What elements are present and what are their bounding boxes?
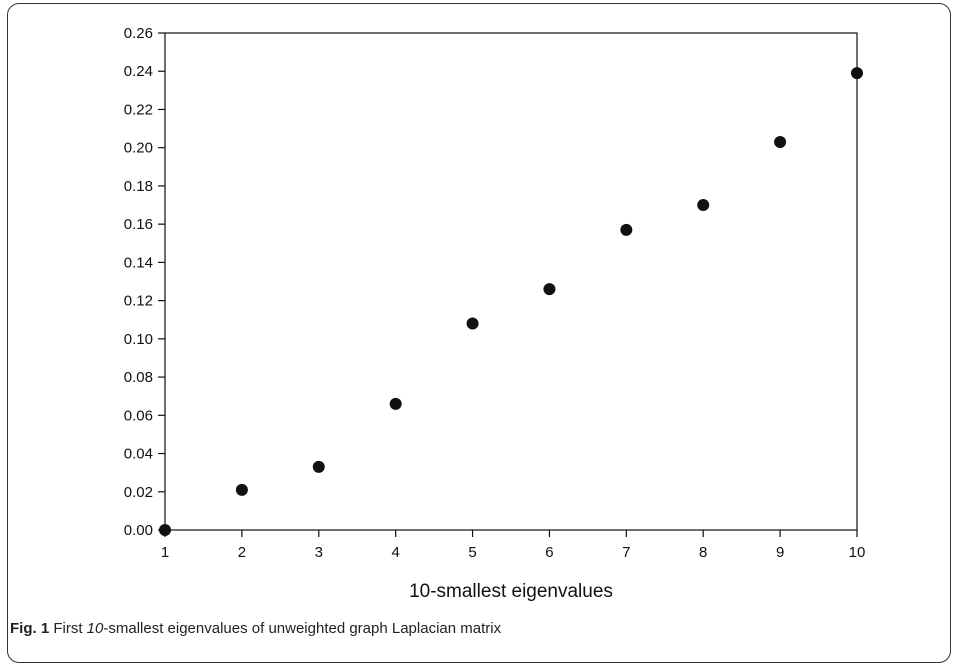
y-tick-label: 0.22	[124, 101, 153, 118]
scatter-chart: 0.00 0.02 0.04 0.06 0.08 0.10 0.12 0.14 0.16 0.18…	[124, 25, 866, 602]
data-point	[697, 199, 710, 212]
figure-label: Fig. 1	[10, 620, 50, 637]
y-tick-label: 0.26	[124, 25, 153, 42]
data-point	[235, 483, 248, 496]
y-tick-label: 0.10	[124, 331, 153, 348]
data-points	[159, 67, 863, 536]
data-point	[543, 283, 556, 296]
x-axis-title: 10-smallest eigenvalues	[409, 581, 613, 602]
x-tick-label: 7	[622, 544, 630, 561]
data-point	[389, 397, 402, 410]
data-point	[620, 223, 633, 236]
x-tick-label: 4	[391, 544, 399, 561]
data-point	[159, 524, 171, 536]
y-tick-label: 0.14	[124, 254, 153, 271]
x-tick-label: 10	[849, 544, 866, 561]
x-tick-label: 5	[468, 544, 476, 561]
caption-text-end: -smallest eigenvalues of unweighted grap…	[103, 620, 502, 637]
y-tick-label: 0.12	[124, 293, 153, 310]
y-tick-label: 0.06	[124, 407, 153, 424]
x-tick-label: 6	[545, 544, 553, 561]
plot-border	[164, 32, 858, 531]
x-tick-label: 3	[315, 544, 323, 561]
x-tick-label: 8	[699, 544, 707, 561]
caption-text-italic: 10	[86, 620, 104, 637]
data-point	[312, 460, 325, 473]
x-tick-label: 9	[776, 544, 784, 561]
caption-text-start: First	[53, 620, 87, 637]
data-point	[466, 317, 479, 330]
y-tick-label: 0.00	[124, 522, 153, 539]
x-axis-ticks: 1 2 3 4 5 6 7 8 9 10	[161, 530, 866, 561]
y-axis-ticks: 0.00 0.02 0.04 0.06 0.08 0.10 0.12 0.14 0.16 0.18…	[124, 25, 165, 539]
x-tick-label: 1	[161, 544, 169, 561]
y-tick-label: 0.02	[124, 484, 153, 501]
x-tick-label: 2	[238, 544, 246, 561]
y-tick-label: 0.04	[124, 446, 153, 463]
data-point	[774, 135, 787, 148]
y-tick-label: 0.16	[124, 216, 153, 233]
y-tick-label: 0.24	[124, 63, 153, 80]
axes	[164, 32, 858, 531]
data-point	[851, 67, 863, 80]
y-tick-label: 0.20	[124, 140, 153, 157]
y-tick-label: 0.08	[124, 369, 153, 386]
y-tick-label: 0.18	[124, 178, 153, 195]
figure-caption: Fig. 1 First 10-smallest eigenvalues of …	[10, 620, 501, 637]
